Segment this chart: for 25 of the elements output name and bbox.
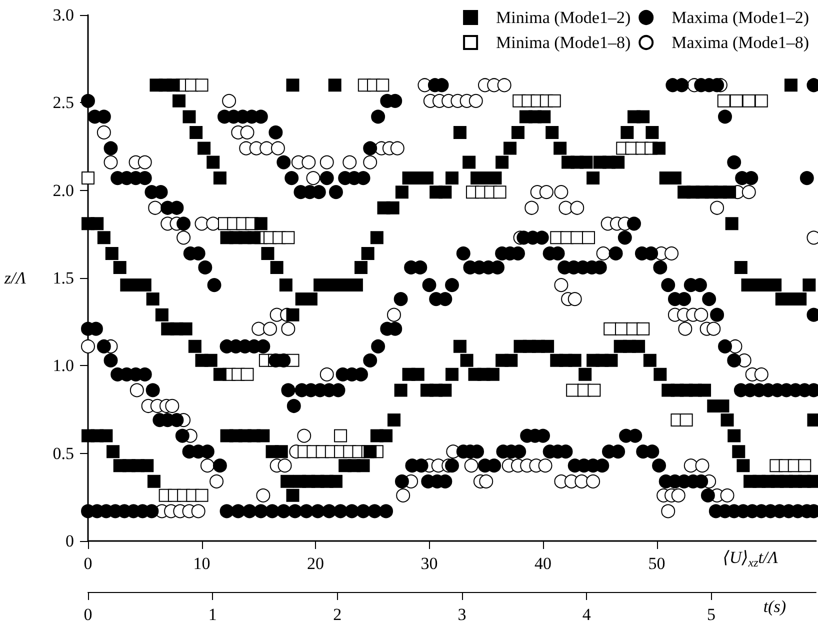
y-axis-title: z/Λ [3,268,27,288]
x2-tick-label: 3 [458,605,466,624]
x2-tick-label: 5 [707,605,716,624]
x-tick-label: 0 [84,554,92,573]
y-tick-label: 3.0 [52,6,74,24]
x2-tick-label: 4 [582,605,592,624]
y-tick-label: 0 [66,532,74,550]
x2-tick-label: 1 [208,605,217,624]
y-tick-label: 2.0 [52,180,74,200]
x-tick-label: 30 [420,554,438,573]
y-tick-label: 1.5 [52,268,74,288]
y-tick-label: 2.5 [52,93,74,112]
x-tick-label: 50 [648,554,666,573]
legend-label: Maxima (Mode1–8) [672,33,810,52]
x2-tick-label: 0 [84,605,92,624]
y-tick-label: 1.0 [52,356,74,376]
legend-label: Maxima (Mode1–2) [672,8,810,27]
y-tick-label: 0.5 [52,444,74,463]
x2-tick-label: 2 [333,605,342,624]
x-tick-label: 10 [193,554,210,573]
legend-label: Minima (Mode1–2) [496,8,631,27]
x2-axis-title: t(s) [763,597,786,616]
x-tick-label: 40 [534,554,552,573]
x-tick-label: 20 [307,554,324,573]
legend-label: Minima (Mode1–8) [496,33,631,52]
